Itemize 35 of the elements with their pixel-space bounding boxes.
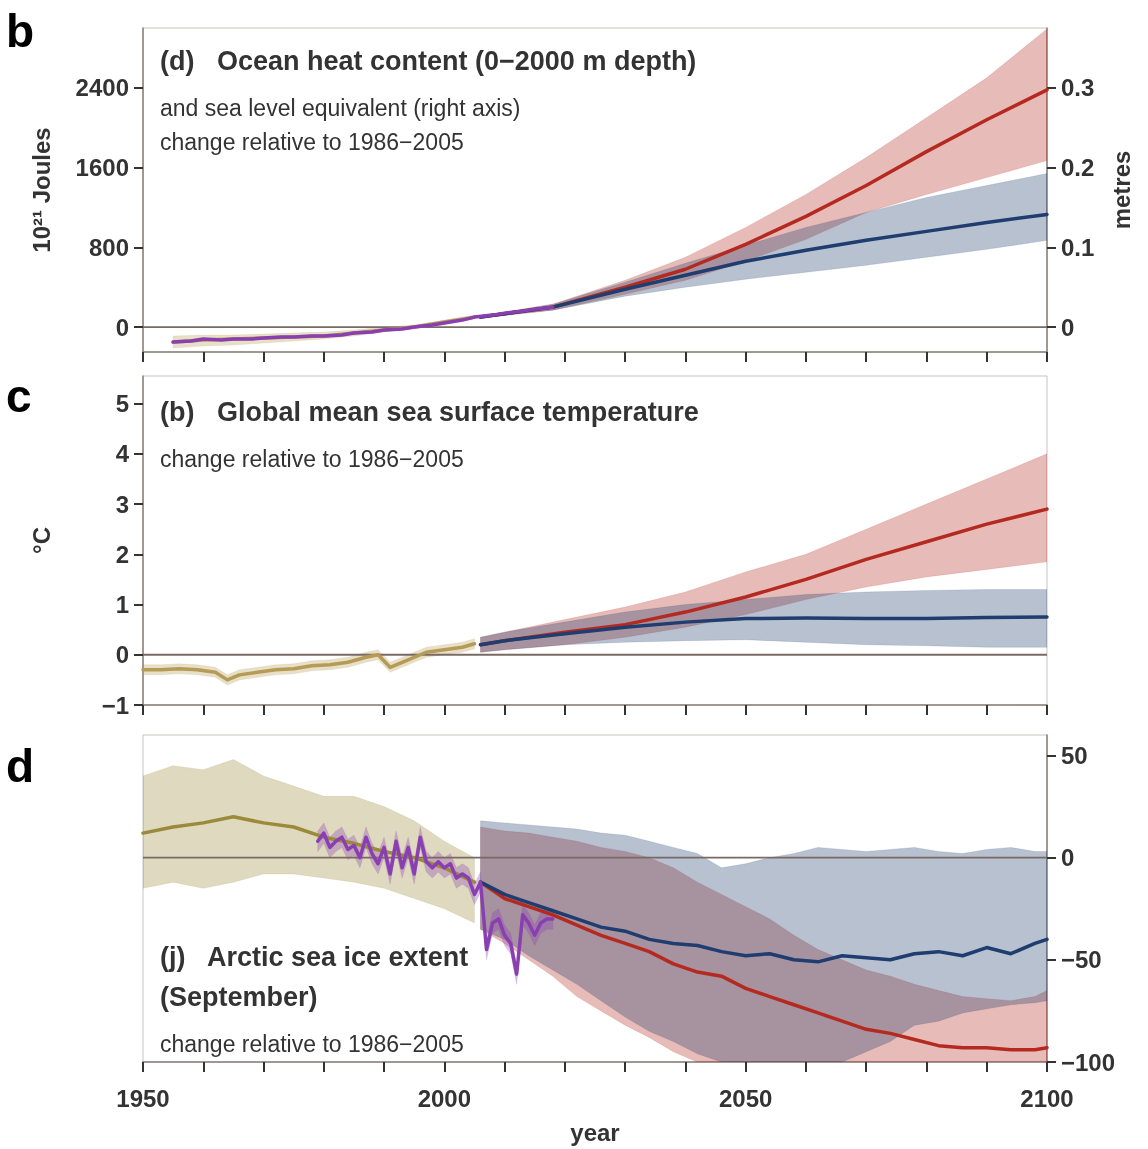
- x-tick-label: 2050: [718, 1084, 773, 1112]
- y-tick-label: 50: [1061, 741, 1088, 769]
- y-tick-label: 0: [115, 313, 129, 341]
- y-tick-label: 800: [88, 233, 129, 261]
- text: change relative to 1986−2005: [160, 446, 464, 472]
- text: (j) Arctic sea ice extent (September): [160, 942, 469, 1012]
- y2-tick-label: 0.3: [1061, 74, 1095, 102]
- y-tick-label: −100: [1061, 1048, 1116, 1076]
- x-axis-title: year: [570, 1118, 620, 1146]
- x-tick-label: 2100: [1020, 1084, 1074, 1112]
- y-tick-label: 1600: [75, 154, 129, 182]
- y-tick-label: 3: [115, 490, 129, 518]
- x-tick-label: 2000: [417, 1084, 472, 1112]
- y-tick-label: 0: [115, 641, 129, 669]
- text: and sea level equivalent (right axis) change relative to 1986−2005: [160, 95, 521, 155]
- y-tick-label: −1: [101, 691, 129, 719]
- y-tick-label: 1: [115, 591, 129, 619]
- text: (b) Global mean sea surface temperature: [160, 397, 699, 427]
- text: c: [6, 370, 32, 422]
- y-axis-title: 10²¹ Joules: [27, 127, 55, 253]
- y-tick-label: 2: [115, 540, 129, 568]
- y2-axis-title: metres: [1107, 150, 1135, 230]
- y-axis-title: °C: [27, 527, 55, 554]
- text: (d) Ocean heat content (0−2000 m depth): [160, 46, 697, 76]
- text: change relative to 1986−2005: [160, 1031, 464, 1057]
- x-tick-label: 1950: [116, 1084, 170, 1112]
- y-tick-label: 0: [1061, 844, 1075, 872]
- y2-tick-label: 0.1: [1061, 233, 1095, 261]
- y-tick-label: −50: [1061, 946, 1102, 974]
- y-tick-label: 4: [115, 440, 130, 468]
- text: b: [6, 5, 35, 57]
- text: d: [6, 740, 35, 792]
- y-tick-label: 2400: [75, 74, 129, 102]
- y2-tick-label: 0.2: [1061, 154, 1095, 182]
- y-tick-label: 5: [115, 390, 129, 418]
